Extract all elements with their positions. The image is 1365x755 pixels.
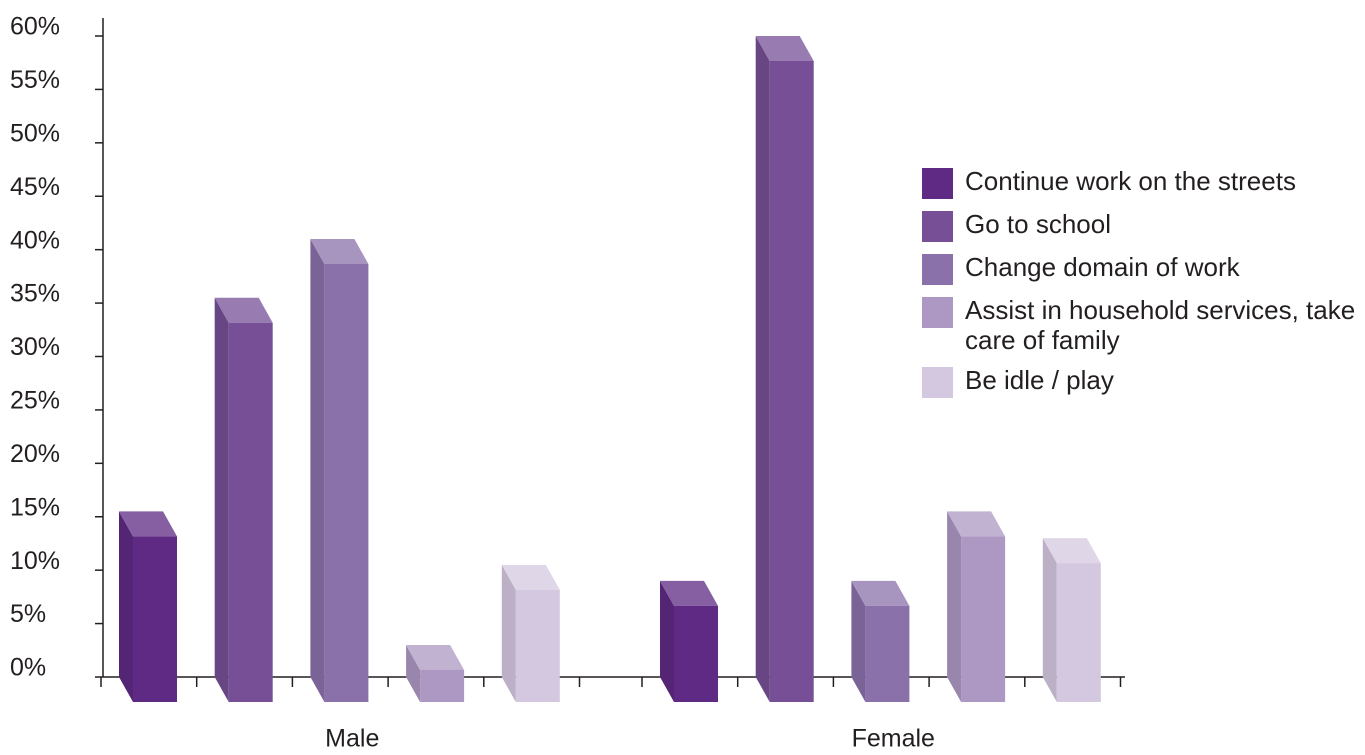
y-tick-label: 15% (10, 493, 60, 521)
x-tick-label: Male (325, 725, 379, 753)
y-tick-label: 25% (10, 387, 60, 415)
legend-item: Continue work on the streets (922, 166, 1360, 199)
bar (1056, 563, 1101, 702)
bar-top (406, 644, 465, 670)
y-tick-label: 30% (10, 333, 60, 361)
legend-swatch (922, 211, 953, 242)
legend-swatch (922, 297, 953, 328)
legend-swatch (922, 254, 953, 285)
bar-side (660, 580, 674, 702)
bar-top (310, 238, 369, 264)
bar-side (214, 297, 229, 702)
y-tick-label: 10% (10, 547, 60, 575)
bar-side (406, 644, 421, 702)
bar-top (214, 297, 273, 323)
legend-label: Change domain of work (965, 252, 1240, 282)
bar-side (501, 564, 516, 702)
bar (865, 605, 910, 702)
bar-side (755, 36, 770, 702)
bar (324, 263, 369, 702)
legend-label: Assist in household services, take care … (965, 295, 1356, 355)
legend-item: Change domain of work (922, 252, 1360, 285)
bar (133, 536, 177, 702)
bar-top (660, 580, 718, 606)
bar (515, 589, 560, 702)
y-tick-label: 55% (10, 66, 60, 94)
y-tick-label: 20% (10, 440, 60, 468)
bar-side (310, 238, 325, 702)
y-tick-label: 60% (10, 13, 60, 41)
legend-item: Assist in household services, take care … (922, 295, 1360, 355)
bar-top (119, 511, 177, 537)
bar-top (1042, 538, 1101, 564)
bar-top (755, 36, 814, 61)
x-tick-label: Female (852, 725, 935, 753)
bar (769, 61, 814, 702)
bar-top (947, 511, 1006, 537)
bar (674, 605, 718, 702)
legend-label: Be idle / play (965, 365, 1114, 395)
legend-label: Continue work on the streets (965, 166, 1296, 196)
bar (961, 536, 1006, 702)
legend-swatch (922, 367, 953, 398)
y-tick-label: 0% (10, 654, 46, 682)
bar-top (851, 580, 910, 606)
legend-item: Go to school (922, 209, 1360, 242)
bar (420, 669, 465, 702)
y-tick-label: 45% (10, 173, 60, 201)
bar-top (501, 564, 560, 590)
y-tick-label: 40% (10, 226, 60, 254)
legend-item: Be idle / play (922, 365, 1360, 398)
y-tick-label: 5% (10, 600, 46, 628)
bar-side (947, 511, 962, 702)
bar-side (1042, 538, 1057, 702)
y-tick-label: 35% (10, 280, 60, 308)
legend-label: Go to school (965, 209, 1111, 239)
bar (228, 322, 273, 702)
legend-swatch (922, 168, 953, 199)
bar-side (119, 511, 133, 702)
legend: Continue work on the streets Go to school… (922, 166, 1360, 408)
y-tick-label: 50% (10, 119, 60, 147)
bar-side (851, 580, 866, 702)
